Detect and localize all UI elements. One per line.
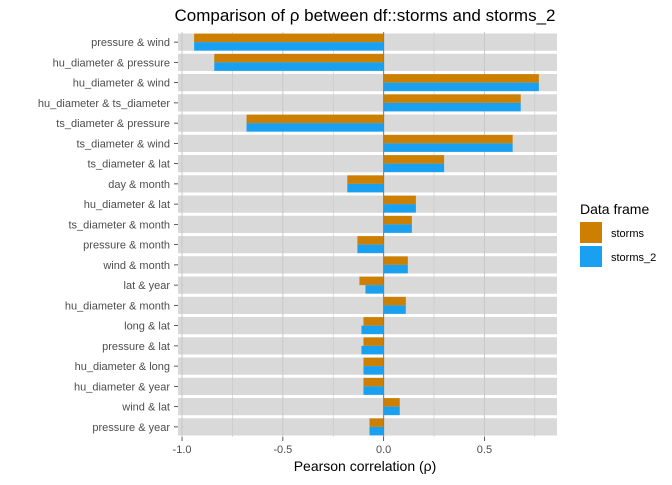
bar-storms_2 xyxy=(383,224,412,233)
bar-storms_2 xyxy=(383,406,400,416)
y-axis-labels: pressure & wind hu_diameter & pressure hu_… xyxy=(38,37,178,434)
category-label: hu_diameter & pressure xyxy=(53,57,170,69)
x-tick-label: 0.5 xyxy=(477,444,492,456)
category-label: hu_diameter & year xyxy=(74,381,170,393)
bar-storms xyxy=(246,114,384,124)
bar-storms_2 xyxy=(383,143,513,152)
bar-storms_2 xyxy=(383,102,521,112)
row-band xyxy=(178,195,557,213)
x-tick-label: -1.0 xyxy=(173,444,192,456)
bar-storms xyxy=(363,337,384,346)
bar-storms xyxy=(194,33,384,43)
bar-storms_2 xyxy=(194,42,384,51)
x-tick-label: 0.0 xyxy=(376,444,391,456)
legend-swatch-storms xyxy=(580,222,602,243)
category-label: wind & month xyxy=(102,260,170,272)
plot-panel xyxy=(178,32,557,437)
bar-storms xyxy=(383,195,416,205)
chart-title: Comparison of ρ between df::storms and s… xyxy=(174,6,555,25)
category-label: hu_diameter & month xyxy=(65,300,170,312)
bar-storms_2 xyxy=(347,183,384,193)
bar-storms_2 xyxy=(246,123,384,132)
bar-storms xyxy=(363,357,384,367)
row-band xyxy=(178,256,557,274)
bar-storms_2 xyxy=(383,204,416,213)
bar-storms xyxy=(383,94,521,103)
row-band xyxy=(178,215,557,233)
bar-storms xyxy=(369,418,384,427)
category-label: ts_diameter & month xyxy=(69,219,171,231)
x-axis: -1.0 -0.5 0.0 0.5 xyxy=(173,437,492,456)
bar-storms xyxy=(383,398,400,407)
bar-storms_2 xyxy=(361,325,384,335)
bar-storms xyxy=(359,276,384,286)
legend-title: Data frame xyxy=(580,201,649,217)
category-label: lat & year xyxy=(124,280,171,292)
bar-storms xyxy=(383,296,406,306)
row-band xyxy=(178,418,557,436)
bar-storms_2 xyxy=(214,62,384,71)
bar-storms_2 xyxy=(383,264,408,274)
bar-storms xyxy=(347,175,384,184)
legend-swatch-storms_2 xyxy=(580,246,602,267)
category-label: hu_diameter & ts_diameter xyxy=(38,98,170,110)
category-label: pressure & year xyxy=(92,422,170,434)
row-band xyxy=(178,296,557,314)
bar-storms_2 xyxy=(357,244,384,254)
category-label: pressure & wind xyxy=(91,37,170,49)
bar-storms xyxy=(383,256,408,265)
legend-label-storms: storms xyxy=(611,228,645,240)
category-label: ts_diameter & lat xyxy=(87,159,170,171)
legend-label-storms_2: storms_2 xyxy=(611,252,656,264)
row-band xyxy=(178,398,557,416)
bar-storms xyxy=(383,134,513,144)
bar-storms xyxy=(357,236,384,245)
bar-storms_2 xyxy=(383,82,539,92)
bar-storms_2 xyxy=(363,366,384,375)
bar-storms_2 xyxy=(361,345,384,355)
bar-storms_2 xyxy=(383,163,445,173)
category-label: pressure & month xyxy=(83,240,170,252)
row-band xyxy=(178,155,557,173)
category-label: ts_diameter & wind xyxy=(76,138,170,150)
category-label: long & lat xyxy=(124,321,170,333)
category-label: day & month xyxy=(108,179,170,191)
category-label: ts_diameter & pressure xyxy=(56,118,170,130)
category-label: hu_diameter & long xyxy=(75,361,170,373)
bar-storms xyxy=(363,317,384,326)
category-label: wind & lat xyxy=(121,402,170,414)
category-label: hu_diameter & wind xyxy=(73,78,170,90)
bar-storms xyxy=(214,53,384,63)
bar-storms_2 xyxy=(383,305,406,314)
bar-storms_2 xyxy=(365,285,384,294)
bar-storms_2 xyxy=(369,426,384,436)
bar-storms xyxy=(383,215,412,225)
category-label: pressure & lat xyxy=(102,341,170,353)
bar-storms_2 xyxy=(363,386,384,395)
x-tick-label: -0.5 xyxy=(273,444,292,456)
x-axis-title: Pearson correlation (ρ) xyxy=(294,458,437,474)
bar-storms xyxy=(383,74,539,83)
bar-storms xyxy=(363,377,384,387)
legend: Data frame storms storms_2 xyxy=(580,201,656,267)
category-label: hu_diameter & lat xyxy=(84,199,170,211)
bar-storms xyxy=(383,155,445,164)
